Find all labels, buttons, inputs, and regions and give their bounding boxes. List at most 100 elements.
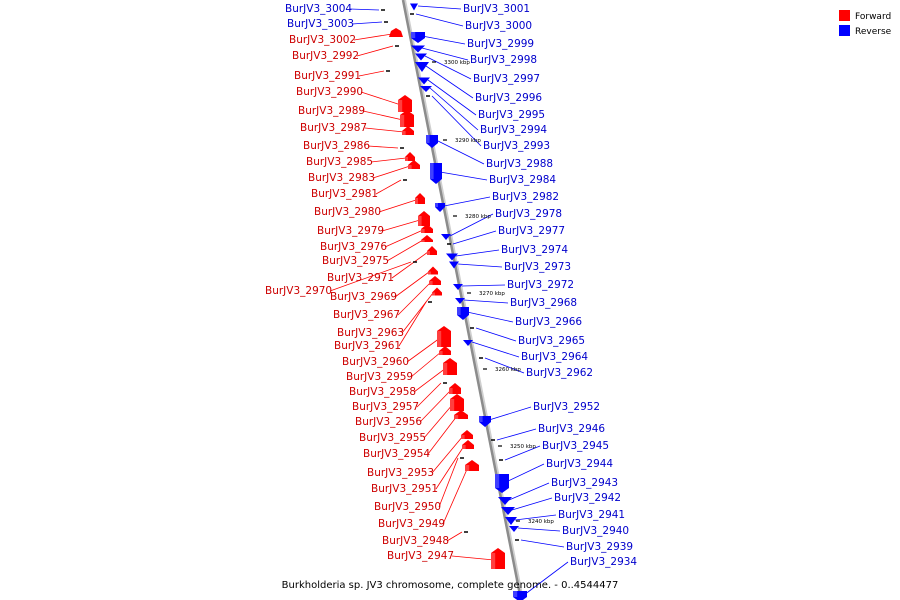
leader-line-BurJV3_2967 (397, 281, 432, 316)
leader-line-BurJV3_2980 (378, 199, 417, 213)
gene-label-BurJV3_2939: BurJV3_2939 (566, 541, 633, 553)
gene-feature-BurJV3_2959 (439, 346, 451, 355)
right-leader-lines (415, 5, 569, 596)
scale-tick-label: 3260 kbp (495, 367, 521, 373)
gene-feature-BurJV3_2995 (418, 77, 430, 85)
gene-label-BurJV3_2994: BurJV3_2994 (480, 124, 547, 136)
gene-feature-BurJV3_2983 (408, 160, 420, 169)
leader-line-BurJV3_2995 (427, 79, 477, 116)
leader-line-BurJV3_2976 (384, 229, 424, 248)
gene-label-BurJV3_2934: BurJV3_2934 (570, 556, 637, 568)
leader-line-BurJV3_3002 (353, 33, 393, 41)
gene-feature-BurJV3_2997 (415, 53, 427, 61)
leader-line-BurJV3_2989 (362, 110, 404, 121)
gene-feature-BurJV3_2978 (441, 234, 451, 240)
gene-label-BurJV3_2981: BurJV3_2981 (311, 188, 378, 200)
gene-feature-BurJV3_2996 (415, 62, 429, 72)
gene-label-BurJV3_2947: BurJV3_2947 (387, 550, 454, 562)
gene-feature-BurJV3_2953 (461, 430, 473, 439)
gene-label-BurJV3_2944: BurJV3_2944 (546, 458, 613, 470)
reverse-gene-labels: BurJV3_3001 BurJV3_3000 BurJV3_2999 BurJV3_… (463, 3, 637, 568)
gene-feature-BurJV3_2956 (449, 383, 461, 394)
gene-label-BurJV3_2982: BurJV3_2982 (492, 191, 559, 203)
leader-line-BurJV3_2941 (514, 514, 557, 521)
leader-line-BurJV3_2946 (496, 428, 537, 441)
gene-label-BurJV3_2977: BurJV3_2977 (498, 225, 565, 237)
gene-label-BurJV3_2984: BurJV3_2984 (489, 174, 556, 186)
leader-line-BurJV3_2949 (442, 466, 469, 525)
gene-label-BurJV3_2976: BurJV3_2976 (320, 241, 387, 253)
gene-label-BurJV3_2949: BurJV3_2949 (378, 518, 445, 530)
gene-label-BurJV3_2954: BurJV3_2954 (363, 448, 430, 460)
leader-line-BurJV3_2994 (429, 87, 479, 131)
leader-line-BurJV3_2934 (523, 561, 569, 596)
map-caption: Burkholderia sp. JV3 chromosome, complet… (282, 580, 619, 591)
leader-line-BurJV3_2958 (413, 367, 447, 393)
gene-label-BurJV3_2971: BurJV3_2971 (327, 272, 394, 284)
gene-label-BurJV3_2942: BurJV3_2942 (554, 492, 621, 504)
leader-line-BurJV3_2965 (475, 327, 517, 342)
gene-feature-BurJV3_2942 (501, 507, 515, 515)
leader-line-BurJV3_2992 (356, 45, 394, 57)
gene-label-BurJV3_3002: BurJV3_3002 (289, 34, 356, 46)
leader-line-BurJV3_2977 (452, 230, 497, 245)
leader-line-BurJV3_2957 (416, 382, 442, 408)
gene-label-BurJV3_2964: BurJV3_2964 (521, 351, 588, 363)
gene-label-BurJV3_2979: BurJV3_2979 (317, 225, 384, 237)
leader-line-BurJV3_2954 (427, 415, 458, 455)
gene-label-BurJV3_2988: BurJV3_2988 (486, 158, 553, 170)
gene-feature-BurJV3_2990 (398, 95, 412, 112)
leader-line-BurJV3_2940 (517, 527, 561, 532)
gene-feature-BurJV3_2987 (402, 126, 414, 135)
leader-line-BurJV3_2972 (461, 284, 506, 287)
gene-label-BurJV3_2986: BurJV3_2986 (303, 140, 370, 152)
leader-line-BurJV3_3003 (351, 21, 383, 25)
leader-line-BurJV3_2959 (410, 351, 442, 378)
leader-line-BurJV3_2939 (520, 539, 565, 548)
gene-feature-BurJV3_2982 (435, 203, 445, 212)
leader-line-BurJV3_3001 (417, 5, 462, 10)
gene-label-BurJV3_2952: BurJV3_2952 (533, 401, 600, 413)
gene-label-BurJV3_2970: BurJV3_2970 (265, 285, 332, 297)
gene-feature-BurJV3_2998 (411, 45, 425, 53)
leader-line-BurJV3_2983 (372, 165, 411, 179)
gene-feature-BurJV3_2963 (432, 287, 442, 296)
gene-feature-BurJV3_2952 (479, 416, 491, 427)
gene-feature-BurJV3_2973 (449, 261, 459, 269)
legend-reverse-swatch (839, 25, 850, 36)
leader-line-BurJV3_2993 (431, 95, 482, 147)
gene-label-BurJV3_2993: BurJV3_2993 (483, 140, 550, 152)
gene-label-BurJV3_2998: BurJV3_2998 (470, 54, 537, 66)
gene-label-BurJV3_2945: BurJV3_2945 (542, 440, 609, 452)
leader-line-BurJV3_2986 (367, 145, 399, 149)
legend: Forward Reverse (839, 10, 892, 37)
gene-label-BurJV3_2960: BurJV3_2960 (342, 356, 409, 368)
gene-feature-BurJV3_2984 (430, 163, 442, 184)
gene-label-BurJV3_2967: BurJV3_2967 (333, 309, 400, 321)
gene-label-BurJV3_2985: BurJV3_2985 (306, 156, 373, 168)
legend-forward-swatch (839, 10, 850, 21)
gene-feature-BurJV3_2969 (428, 266, 438, 275)
gene-label-BurJV3_2957: BurJV3_2957 (352, 401, 419, 413)
leader-line-BurJV3_2990 (360, 91, 402, 106)
gene-label-BurJV3_3003: BurJV3_3003 (287, 18, 354, 30)
gene-label-BurJV3_2990: BurJV3_2990 (296, 86, 363, 98)
leader-line-BurJV3_2988 (435, 139, 485, 165)
gene-feature-BurJV3_2954 (454, 410, 468, 419)
gene-label-BurJV3_3004: BurJV3_3004 (285, 3, 352, 15)
gene-feature-BurJV3_2958 (443, 358, 457, 375)
gene-label-BurJV3_2941: BurJV3_2941 (558, 509, 625, 521)
leader-line-BurJV3_2978 (449, 213, 494, 237)
gene-label-BurJV3_2991: BurJV3_2991 (294, 70, 361, 82)
leader-line-BurJV3_2987 (364, 127, 405, 133)
gene-feature-BurJV3_2972 (453, 284, 463, 290)
leader-line-BurJV3_2944 (505, 463, 545, 483)
forward-gene-labels: BurJV3_3004 BurJV3_3003 BurJV3_3002 BurJV3_… (265, 3, 454, 562)
leader-line-BurJV3_2948 (446, 531, 463, 542)
legend-forward-label: Forward (855, 12, 891, 22)
gene-label-BurJV3_2963: BurJV3_2963 (337, 327, 404, 339)
gene-features (381, 3, 527, 600)
gene-label-BurJV3_2972: BurJV3_2972 (507, 279, 574, 291)
gene-label-BurJV3_2943: BurJV3_2943 (551, 477, 618, 489)
gene-label-BurJV3_3001: BurJV3_3001 (463, 3, 530, 15)
